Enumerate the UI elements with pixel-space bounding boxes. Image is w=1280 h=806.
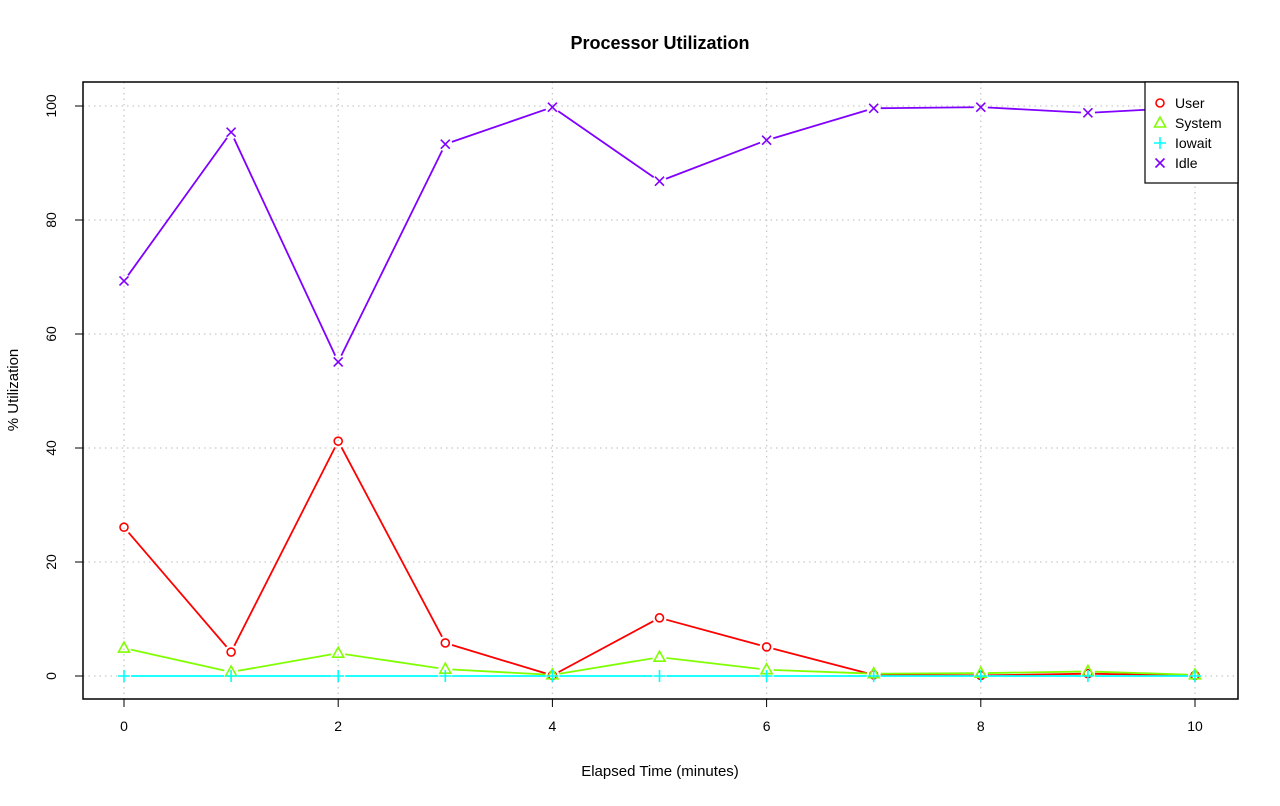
legend: User System Iowait Idle [1145, 82, 1238, 183]
data-point [334, 437, 342, 445]
data-point [546, 670, 558, 682]
line-segment [773, 649, 867, 673]
line-segment [131, 650, 224, 671]
x-tick-label: 2 [334, 718, 342, 734]
data-point [1083, 108, 1092, 117]
x-tick-label: 6 [763, 718, 771, 734]
data-point [656, 614, 664, 622]
data-point [869, 104, 878, 113]
line-segment [559, 621, 654, 672]
line-segment [774, 670, 867, 673]
data-point [1189, 670, 1201, 682]
line-segment [666, 143, 760, 179]
y-tick-label: 20 [43, 554, 59, 570]
line-segment [452, 109, 546, 141]
line-segment [452, 670, 545, 675]
legend-label-user: User [1175, 95, 1205, 111]
line-segment [128, 138, 227, 275]
data-point [119, 642, 130, 652]
data-point [655, 177, 664, 186]
data-point [975, 670, 987, 682]
x-tick-label: 4 [549, 718, 557, 734]
data-point [227, 648, 235, 656]
line-segment [452, 645, 546, 673]
y-axis-label: % Utilization [5, 349, 22, 432]
line-segment [341, 447, 442, 636]
line-segment [988, 108, 1081, 113]
legend-label-iowait: Iowait [1175, 135, 1212, 151]
legend-label-idle: Idle [1175, 155, 1198, 171]
line-segment [666, 620, 760, 645]
data-point [118, 670, 130, 682]
data-point [441, 639, 449, 647]
line-segment [234, 447, 335, 645]
data-point [441, 140, 450, 149]
y-tick-label: 80 [43, 212, 59, 228]
line-segment [666, 658, 759, 669]
series-user [120, 437, 1199, 679]
data-point [654, 651, 665, 661]
x-tick-label: 10 [1187, 718, 1203, 734]
x-axis-label: Elapsed Time (minutes) [581, 763, 739, 780]
line-segment [559, 658, 652, 673]
data-point [120, 523, 128, 531]
data-point [225, 670, 237, 682]
y-tick-label: 0 [43, 672, 59, 680]
line-segment [558, 111, 654, 177]
data-point [120, 276, 129, 285]
line-segment [345, 654, 438, 668]
y-tick-label: 40 [43, 440, 59, 456]
x-tick-label: 0 [120, 718, 128, 734]
data-point [654, 670, 666, 682]
grid [83, 82, 1238, 699]
line-segment [988, 674, 1081, 675]
chart-title: Processor Utilization [570, 33, 749, 53]
x-tick-label: 8 [977, 718, 985, 734]
line-segment [341, 150, 442, 355]
line-segment [988, 672, 1081, 673]
line-segment [234, 139, 335, 356]
series-idle [120, 103, 1200, 367]
line-segment [238, 654, 331, 670]
legend-label-system: System [1175, 115, 1222, 131]
data-point [333, 647, 344, 657]
data-point [332, 670, 344, 682]
series-group [118, 103, 1201, 682]
y-tick-label: 100 [43, 94, 59, 118]
line-segment [129, 533, 227, 647]
data-point [227, 128, 236, 137]
line-segment [773, 110, 867, 138]
plot-frame [83, 82, 1238, 699]
y-tick-label: 60 [43, 326, 59, 342]
data-point [868, 670, 880, 682]
data-point [334, 357, 343, 366]
line-segment [881, 107, 974, 108]
